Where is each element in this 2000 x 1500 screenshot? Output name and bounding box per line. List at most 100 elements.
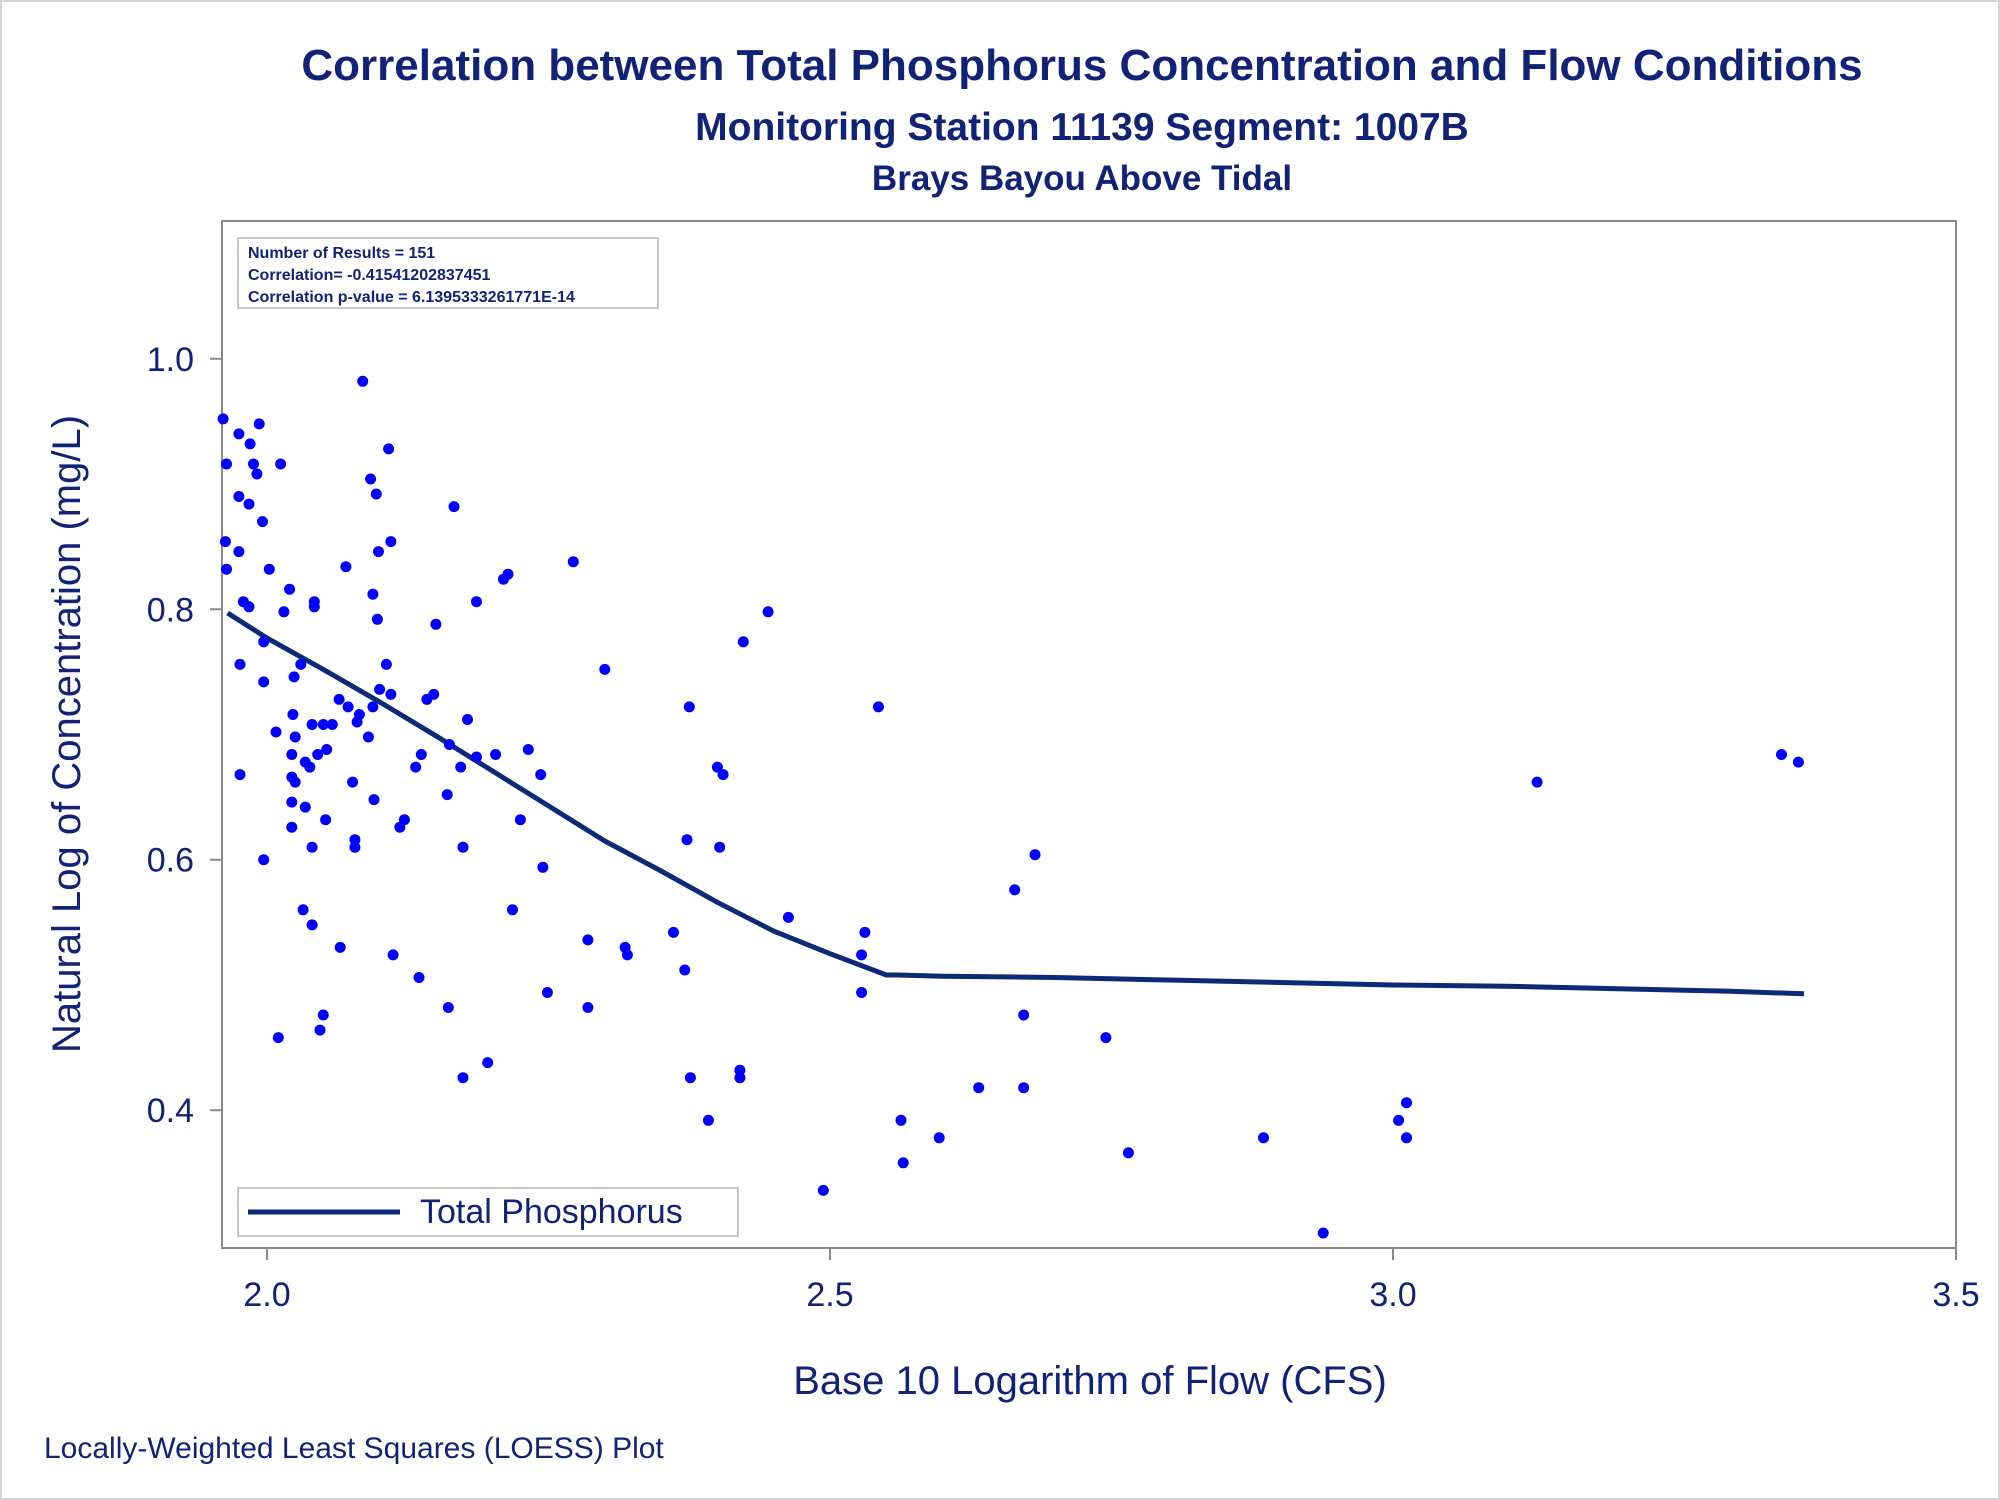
stats-number-of-results: Number of Results = 151	[248, 245, 435, 262]
data-point	[599, 663, 611, 675]
data-point	[859, 926, 871, 938]
data-point	[299, 756, 311, 768]
chart-subtitle-location: Brays Bayou Above Tidal	[872, 159, 1292, 198]
y-tick-label: 0.4	[147, 1092, 194, 1130]
data-point	[312, 749, 324, 760]
y-tick-label: 1.0	[147, 341, 194, 379]
data-point	[380, 658, 392, 670]
data-point	[248, 458, 259, 470]
data-point	[398, 814, 410, 826]
x-tick-label: 2.5	[806, 1276, 853, 1314]
data-point	[535, 769, 547, 781]
data-point	[288, 671, 300, 683]
data-point	[1009, 884, 1021, 896]
data-point	[441, 789, 453, 801]
data-point	[370, 488, 382, 500]
data-point	[278, 606, 290, 618]
data-point	[306, 841, 318, 853]
data-point	[621, 949, 633, 961]
data-point	[367, 588, 379, 600]
data-point	[383, 443, 395, 455]
data-point	[326, 719, 338, 730]
y-tick-label: 0.8	[147, 591, 194, 629]
data-point	[299, 801, 311, 813]
loess-layer	[226, 610, 1805, 997]
data-point	[253, 418, 265, 430]
data-point	[286, 796, 298, 808]
data-point	[457, 841, 469, 853]
data-point	[507, 904, 518, 916]
data-point	[1401, 1097, 1412, 1109]
data-point	[443, 739, 455, 750]
data-point	[681, 834, 693, 846]
data-point	[342, 701, 354, 713]
data-point	[317, 719, 329, 730]
data-point	[1258, 1132, 1269, 1144]
data-point	[368, 794, 380, 806]
data-point	[1393, 1114, 1405, 1126]
data-point	[320, 814, 332, 826]
data-point	[286, 749, 298, 760]
data-point	[448, 501, 460, 513]
data-point	[567, 556, 579, 568]
data-point	[387, 949, 399, 961]
data-point	[502, 568, 514, 580]
data-point	[295, 658, 307, 670]
data-point	[233, 428, 245, 440]
data-point	[385, 688, 397, 700]
data-point	[471, 596, 482, 608]
data-point	[711, 761, 723, 773]
data-point	[490, 749, 502, 760]
data-point	[471, 751, 482, 763]
data-point	[217, 413, 229, 425]
data-point	[683, 701, 695, 713]
y-tick-label: 0.6	[147, 842, 194, 880]
legend-label-total-phosphorus: Total Phosphorus	[420, 1193, 683, 1231]
data-point	[347, 776, 359, 788]
data-point	[306, 719, 318, 730]
loess-line	[226, 610, 1805, 997]
data-point	[289, 731, 301, 743]
data-point	[357, 375, 369, 387]
data-point	[537, 861, 549, 873]
data-point	[308, 601, 320, 613]
data-point	[717, 769, 729, 781]
x-axis-label: Base 10 Logarithm of Flow (CFS)	[793, 1359, 1387, 1403]
data-point	[258, 636, 270, 648]
data-point	[668, 926, 679, 938]
data-point	[233, 546, 245, 558]
data-point	[1018, 1009, 1030, 1021]
data-point	[856, 949, 868, 961]
data-point	[482, 1057, 494, 1069]
data-point	[413, 972, 425, 983]
data-point	[455, 761, 467, 773]
x-axis: 2.0 2.5 3.0 3.5	[243, 1248, 1980, 1314]
data-point	[258, 854, 270, 866]
data-point	[734, 1072, 746, 1084]
data-point	[243, 498, 255, 510]
data-point	[219, 536, 231, 548]
stats-inset-box	[237, 237, 659, 309]
data-point	[317, 1009, 329, 1021]
y-axis-label: Natural Log of Concentration (mg/L)	[45, 415, 89, 1053]
data-point	[362, 731, 374, 743]
data-point	[541, 987, 553, 998]
data-point	[1029, 849, 1041, 861]
data-point	[428, 688, 440, 700]
y-axis: 0.4 0.6 0.8 1.0	[147, 341, 222, 1130]
data-point	[1317, 1227, 1329, 1239]
legend: Total Phosphorus	[237, 1187, 739, 1237]
data-point	[1018, 1082, 1030, 1094]
chart-subtitle-station: Monitoring Station 11139 Segment: 1007B	[695, 106, 1469, 149]
data-point	[334, 941, 346, 953]
data-point	[1122, 1147, 1134, 1159]
data-point	[1792, 756, 1804, 768]
data-point	[702, 1114, 714, 1126]
data-point	[371, 613, 383, 625]
data-point	[365, 473, 377, 485]
data-point	[244, 438, 256, 450]
data-point	[258, 676, 270, 688]
stats-correlation: Correlation= -0.41541202837451	[248, 267, 490, 284]
